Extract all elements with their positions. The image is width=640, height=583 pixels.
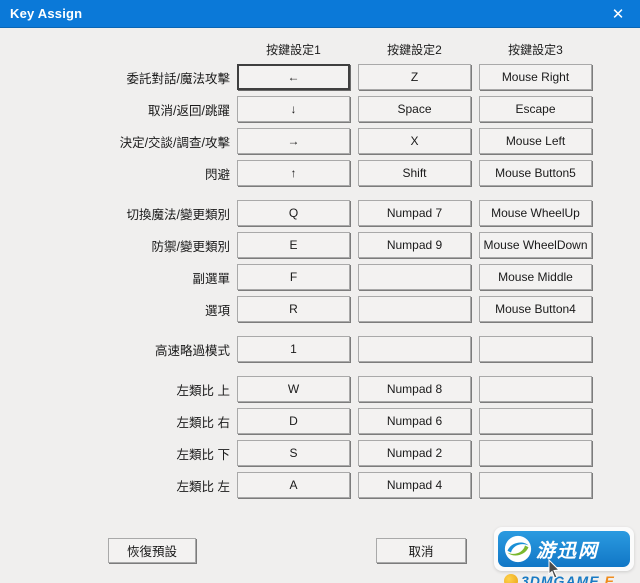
action-label: 閃避	[204, 167, 230, 182]
action-label: 高速略過模式	[154, 343, 230, 358]
action-label: 左類比 上	[176, 383, 230, 398]
restore-defaults-button[interactable]: 恢復預設	[108, 538, 196, 563]
action-label: 防禦/變更類別	[151, 239, 230, 254]
key-button[interactable]	[479, 440, 592, 466]
key-row: 副選單 F Mouse Middle	[0, 264, 640, 290]
column-header-1: 按鍵設定1	[266, 43, 321, 57]
key-button[interactable]: Numpad 2	[358, 440, 471, 466]
key-button[interactable]: →	[237, 128, 350, 154]
action-label: 左類比 下	[176, 447, 230, 462]
key-button[interactable]: Mouse Right	[479, 64, 592, 90]
action-label: 副選單	[192, 271, 230, 286]
key-button[interactable]	[479, 472, 592, 498]
key-row: 左類比 上 W Numpad 8	[0, 376, 640, 402]
key-row: 切換魔法/變更類別 Q Numpad 7 Mouse WheelUp	[0, 200, 640, 226]
key-button[interactable]: R	[237, 296, 350, 322]
action-label: 切換魔法/變更類別	[126, 207, 230, 222]
window-title: Key Assign	[10, 6, 83, 21]
key-groups: 委託對話/魔法攻擊 ← Z Mouse Right 取消/返回/跳躍 ↓ Space Esca…	[0, 64, 640, 498]
key-button[interactable]: D	[237, 408, 350, 434]
key-row: 左類比 左 A Numpad 4	[0, 472, 640, 498]
key-button[interactable]: ↑	[237, 160, 350, 186]
title-bar: Key Assign ✕	[0, 0, 640, 28]
key-button[interactable]	[358, 336, 471, 362]
key-button[interactable]: A	[237, 472, 350, 498]
key-button[interactable]: X	[358, 128, 471, 154]
key-group: 左類比 上 W Numpad 8 左類比 右 D Numpad 6 左類比 下 S Numpad…	[0, 376, 640, 498]
column-header-3: 按鍵設定3	[508, 43, 563, 57]
key-button[interactable]	[479, 408, 592, 434]
key-button[interactable]: Numpad 8	[358, 376, 471, 402]
close-icon: ✕	[611, 5, 625, 23]
key-row: 左類比 右 D Numpad 6	[0, 408, 640, 434]
action-label: 左類比 左	[176, 479, 230, 494]
key-button[interactable]: Escape	[479, 96, 592, 122]
key-button[interactable]	[479, 376, 592, 402]
action-label: 選項	[204, 303, 230, 318]
key-button[interactable]: Shift	[358, 160, 471, 186]
key-row: 決定/交談/調查/攻擊 → X Mouse Left	[0, 128, 640, 154]
action-label: 決定/交談/調查/攻擊	[119, 135, 230, 150]
key-button[interactable]	[479, 336, 592, 362]
key-row: 左類比 下 S Numpad 2	[0, 440, 640, 466]
key-button[interactable]: Numpad 9	[358, 232, 471, 258]
key-button[interactable]: ↓	[237, 96, 350, 122]
action-label: 取消/返回/跳躍	[148, 103, 230, 118]
key-button[interactable]	[358, 296, 471, 322]
key-button[interactable]: Numpad 4	[358, 472, 471, 498]
key-button[interactable]: ←	[237, 64, 350, 90]
key-button[interactable]: W	[237, 376, 350, 402]
close-button[interactable]: ✕	[596, 0, 640, 28]
key-button[interactable]: Mouse Button5	[479, 160, 592, 186]
key-button[interactable]: S	[237, 440, 350, 466]
key-button[interactable]: Mouse Middle	[479, 264, 592, 290]
action-label: 委託對話/魔法攻擊	[126, 71, 230, 86]
key-button[interactable]: Z	[358, 64, 471, 90]
key-row: 選項 R Mouse Button4	[0, 296, 640, 322]
key-row: 委託對話/魔法攻擊 ← Z Mouse Right	[0, 64, 640, 90]
key-group: 高速略過模式 1	[0, 336, 640, 362]
header-spacer	[0, 41, 237, 56]
key-button[interactable]: Mouse Left	[479, 128, 592, 154]
key-row: 防禦/變更類別 E Numpad 9 Mouse WheelDown	[0, 232, 640, 258]
key-button[interactable]: Mouse Button4	[479, 296, 592, 322]
key-group: 切換魔法/變更類別 Q Numpad 7 Mouse WheelUp 防禦/變更類別 E N…	[0, 200, 640, 322]
action-label: 左類比 右	[176, 415, 230, 430]
cancel-button[interactable]: 取消	[376, 538, 466, 563]
key-row: 取消/返回/跳躍 ↓ Space Escape	[0, 96, 640, 122]
key-row: 高速略過模式 1	[0, 336, 640, 362]
key-button[interactable]: Numpad 6	[358, 408, 471, 434]
key-button[interactable]: Space	[358, 96, 471, 122]
key-button[interactable]: F	[237, 264, 350, 290]
key-group: 委託對話/魔法攻擊 ← Z Mouse Right 取消/返回/跳躍 ↓ Space Esca…	[0, 64, 640, 186]
key-button[interactable]: Numpad 7	[358, 200, 471, 226]
key-button[interactable]: 1	[237, 336, 350, 362]
key-button[interactable]: Mouse WheelUp	[479, 200, 592, 226]
column-headers: 按鍵設定1 按鍵設定2 按鍵設定3	[0, 41, 640, 57]
key-button[interactable]: Q	[237, 200, 350, 226]
key-row: 閃避 ↑ Shift Mouse Button5	[0, 160, 640, 186]
footer: 恢復預設 取消	[0, 524, 640, 583]
key-button[interactable]: E	[237, 232, 350, 258]
column-header-2: 按鍵設定2	[387, 43, 442, 57]
key-button[interactable]	[358, 264, 471, 290]
key-button[interactable]: Mouse WheelDown	[479, 232, 592, 258]
